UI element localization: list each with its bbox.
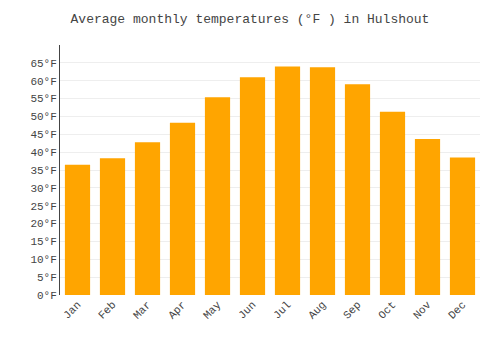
svg-text:Jun: Jun bbox=[236, 299, 258, 321]
svg-text:5°F: 5°F bbox=[37, 272, 57, 284]
svg-text:Jul: Jul bbox=[271, 299, 293, 321]
svg-text:35°F: 35°F bbox=[30, 165, 56, 177]
svg-text:Mar: Mar bbox=[131, 299, 153, 321]
svg-text:Feb: Feb bbox=[96, 299, 118, 321]
svg-text:30°F: 30°F bbox=[30, 183, 56, 195]
svg-text:Sep: Sep bbox=[341, 299, 363, 321]
svg-text:Jan: Jan bbox=[61, 299, 83, 321]
svg-text:40°F: 40°F bbox=[30, 147, 56, 159]
svg-text:45°F: 45°F bbox=[30, 129, 56, 141]
svg-text:Average monthly temperatures (: Average monthly temperatures (°F ) in Hu… bbox=[71, 12, 430, 27]
svg-text:10°F: 10°F bbox=[30, 254, 56, 266]
svg-text:Nov: Nov bbox=[411, 299, 434, 322]
svg-text:65°F: 65°F bbox=[30, 58, 56, 70]
svg-text:Aug: Aug bbox=[306, 299, 328, 321]
svg-text:50°F: 50°F bbox=[30, 111, 56, 123]
svg-text:25°F: 25°F bbox=[30, 201, 56, 213]
svg-text:May: May bbox=[201, 299, 224, 322]
svg-text:60°F: 60°F bbox=[30, 76, 56, 88]
svg-text:20°F: 20°F bbox=[30, 218, 56, 230]
svg-text:0°F: 0°F bbox=[37, 290, 57, 302]
svg-text:15°F: 15°F bbox=[30, 236, 56, 248]
svg-text:Oct: Oct bbox=[376, 299, 398, 321]
svg-text:Apr: Apr bbox=[166, 299, 188, 321]
svg-text:Dec: Dec bbox=[446, 299, 468, 321]
svg-text:55°F: 55°F bbox=[30, 93, 56, 105]
